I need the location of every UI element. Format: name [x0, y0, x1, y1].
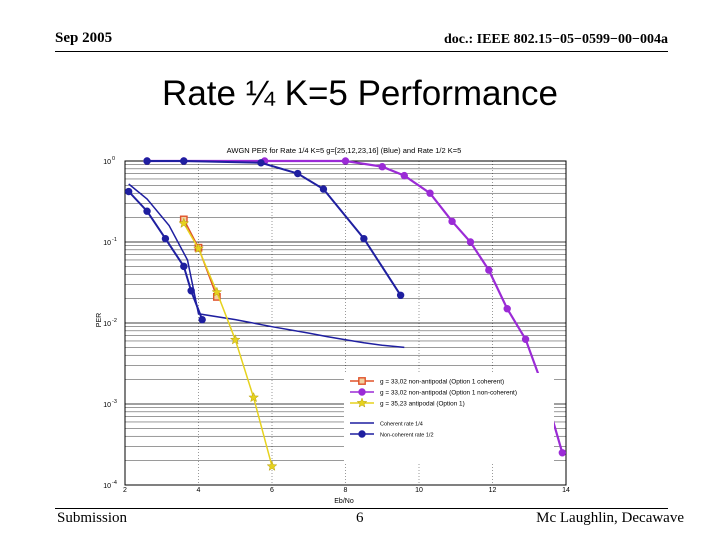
series-line — [127, 190, 204, 320]
data-point — [257, 159, 265, 167]
header-rule — [55, 51, 668, 52]
data-point — [161, 234, 170, 243]
data-point — [198, 315, 206, 324]
legend-box — [344, 373, 554, 463]
y-tick-label: 10 — [103, 240, 111, 247]
data-point — [341, 157, 350, 165]
legend-entry: g = 33,02 non-antipodal (Option 1 cohere… — [350, 377, 504, 386]
series-4 — [124, 157, 405, 324]
y-tick-exponent: 0 — [112, 156, 115, 162]
footer-rule — [55, 508, 668, 509]
x-tick-label: 6 — [270, 487, 274, 494]
x-tick-label: 4 — [197, 487, 201, 494]
data-point — [266, 460, 278, 471]
y-axis-label: PER — [96, 313, 103, 327]
x-axis-label: Eb/No — [334, 498, 354, 505]
data-point — [143, 207, 151, 215]
data-point — [124, 187, 133, 196]
chart-title: AWGN PER for Rate 1/4 K=5 g=[25,12,23,16… — [227, 146, 462, 155]
data-point — [521, 335, 530, 343]
footer-submission: Submission — [57, 510, 128, 526]
data-point — [426, 189, 434, 197]
data-point — [143, 157, 151, 165]
data-point — [448, 217, 456, 226]
data-point — [558, 449, 567, 457]
chart-legend: g = 33,02 non-antipodal (Option 1 cohere… — [344, 373, 554, 463]
data-point — [248, 391, 260, 403]
legend-label: Coherent rate 1/4 — [380, 422, 423, 428]
data-point — [485, 266, 493, 274]
series-line — [147, 159, 564, 454]
data-point — [396, 291, 405, 299]
header-doc-number: doc.: IEEE 802.15−05−0599−00−004a — [443, 32, 668, 47]
series-line — [128, 183, 405, 349]
x-tick-label: 12 — [489, 487, 497, 494]
legend-entry: Non-coherent rate 1/2 — [350, 430, 434, 439]
data-point — [193, 242, 204, 254]
legend-label: Non-coherent rate 1/2 — [380, 433, 434, 439]
y-tick-exponent: -3 — [112, 399, 117, 405]
data-point — [180, 157, 188, 165]
x-tick-label: 10 — [415, 487, 423, 494]
data-point — [178, 217, 190, 228]
y-tick-exponent: -1 — [112, 237, 117, 243]
data-point — [356, 397, 368, 408]
y-tick-label: 10 — [103, 483, 111, 490]
data-point — [211, 286, 223, 297]
footer-author: Mc Laughlin, Decawave — [536, 510, 684, 526]
data-point — [358, 388, 366, 396]
data-point — [358, 377, 366, 385]
y-tick-label: 10 — [103, 321, 111, 328]
header-date: Sep 2005 — [55, 30, 113, 46]
x-tick-label: 2 — [123, 487, 127, 494]
y-tick-label: 10 — [103, 159, 111, 166]
legend-label: g = 33,02 non-antipodal (Option 1 cohere… — [380, 379, 504, 386]
y-tick-label: 10 — [103, 402, 111, 409]
series-line — [147, 160, 402, 296]
legend-entry: g = 35,23 antipodal (Option 1) — [350, 397, 465, 408]
legend-entry: Coherent rate 1/4 — [350, 422, 423, 428]
data-point — [358, 430, 366, 438]
legend-label: g = 35,23 antipodal (Option 1) — [380, 401, 465, 408]
data-point — [319, 185, 328, 193]
footer-page-number: 6 — [356, 510, 364, 526]
y-tick-exponent: -4 — [112, 480, 117, 486]
data-point — [360, 234, 368, 243]
data-point — [466, 238, 475, 246]
series-2 — [178, 217, 278, 471]
series-line — [183, 222, 273, 467]
legend-entry: g = 33,02 non-antipodal (Option 1 non-co… — [350, 388, 517, 397]
x-tick-label: 14 — [562, 487, 570, 494]
data-point — [294, 169, 302, 178]
data-point — [503, 305, 511, 313]
series-3 — [128, 183, 405, 349]
x-tick-label: 8 — [344, 487, 348, 494]
chart-series — [124, 157, 567, 471]
data-point — [400, 171, 408, 180]
legend-label: g = 33,02 non-antipodal (Option 1 non-co… — [380, 390, 517, 397]
data-point — [180, 262, 188, 271]
series-1 — [143, 157, 567, 457]
y-tick-exponent: -2 — [112, 318, 117, 324]
slide-title: Rate ¼ K=5 Performance — [162, 74, 558, 113]
data-point — [378, 163, 386, 171]
data-point — [229, 334, 241, 345]
